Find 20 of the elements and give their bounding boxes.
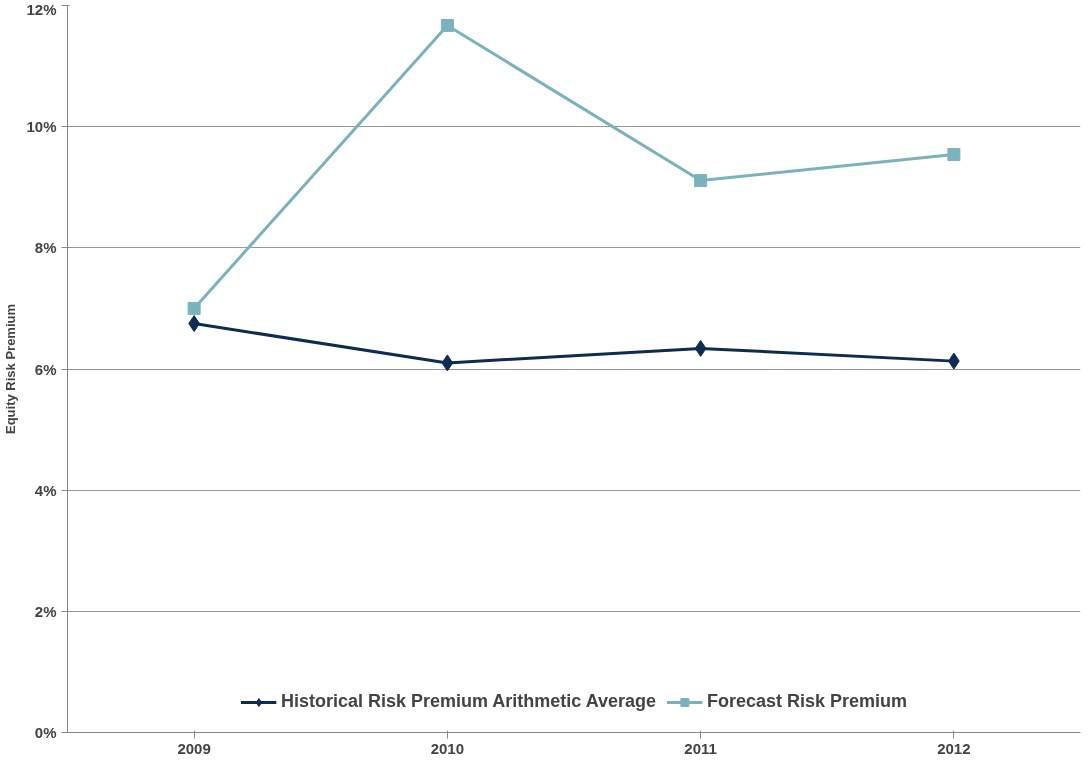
point: [694, 339, 707, 357]
y-axis-title: Equity Risk Premium: [3, 303, 19, 435]
legend-label: Forecast Risk Premium: [707, 691, 908, 712]
x-tick-label: 2011: [684, 739, 717, 757]
x-tick-label: 2010: [430, 739, 465, 757]
x-tick-label: 2009: [177, 739, 211, 757]
point: [187, 301, 201, 315]
legend-label: Historical Risk Premium Arithmetic Average: [280, 691, 657, 712]
x-tick-label: 2012: [937, 739, 971, 757]
point: [440, 18, 454, 32]
y-tick-label: 12%: [26, 0, 57, 18]
y-tick-label: 10%: [26, 118, 57, 136]
y-tick-label: 8%: [34, 239, 57, 257]
point: [441, 354, 454, 372]
point: [947, 148, 961, 162]
y-tick-label: 2%: [34, 602, 57, 620]
point: [694, 174, 708, 188]
y-tick-label: 6%: [34, 360, 57, 378]
y-tick-label: 4%: [34, 481, 57, 499]
y-tick-label: 0%: [34, 724, 57, 741]
